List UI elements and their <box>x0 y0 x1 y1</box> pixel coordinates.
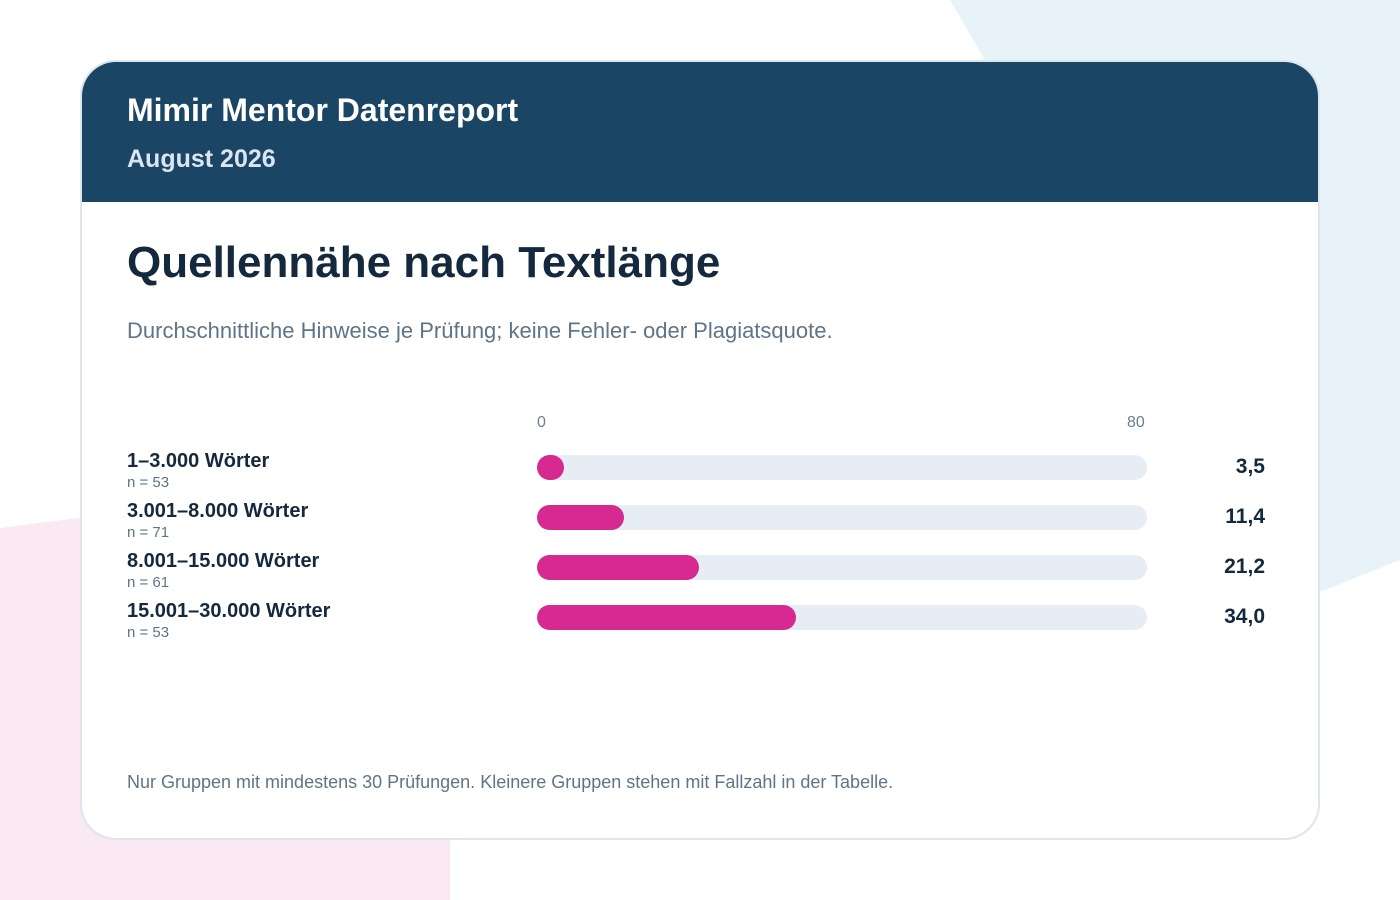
bar-category-label: 15.001–30.000 Wörter <box>127 600 331 622</box>
report-header: Mimir Mentor Datenreport August 2026 <box>82 62 1318 202</box>
bar-value-label: 11,4 <box>1225 505 1265 528</box>
bar-sample-size: n = 61 <box>127 574 170 591</box>
bar-value-label: 34,0 <box>1224 605 1265 628</box>
bar-track <box>537 505 1147 530</box>
bar-category-label: 1–3.000 Wörter <box>127 450 270 472</box>
bar-sample-size: n = 53 <box>127 624 170 641</box>
bar <box>537 455 564 480</box>
bar <box>537 605 797 630</box>
report-card: Mimir Mentor Datenreport August 2026 Que… <box>80 60 1320 840</box>
bar-row: 15.001–30.000 Wörter n = 53 34,0 <box>82 600 1318 654</box>
bar <box>537 505 624 530</box>
axis-min-label: 0 <box>537 414 546 431</box>
bar-row: 1–3.000 Wörter n = 53 3,5 <box>82 450 1318 504</box>
bar-track <box>537 455 1147 480</box>
bar-track <box>537 555 1147 580</box>
bar <box>537 555 699 580</box>
report-title: Mimir Mentor Datenreport <box>127 92 519 128</box>
axis-max-label: 80 <box>1127 414 1145 431</box>
bar-value-label: 3,5 <box>1235 455 1265 478</box>
report-date: August 2026 <box>127 145 276 173</box>
bar-track <box>537 605 1147 630</box>
bar-row: 8.001–15.000 Wörter n = 61 21,2 <box>82 550 1318 604</box>
bar-category-label: 3.001–8.000 Wörter <box>127 500 309 522</box>
bar-category-label: 8.001–15.000 Wörter <box>127 550 320 572</box>
bar-sample-size: n = 53 <box>127 474 170 491</box>
bar-value-label: 21,2 <box>1224 555 1265 578</box>
bar-row: 3.001–8.000 Wörter n = 71 11,4 <box>82 500 1318 554</box>
chart-subtitle: Durchschnittliche Hinweise je Prüfung; k… <box>127 318 833 343</box>
chart-title: Quellennähe nach Textlänge <box>127 238 721 287</box>
bar-sample-size: n = 71 <box>127 524 170 541</box>
footnote: Nur Gruppen mit mindestens 30 Prüfungen.… <box>127 772 894 792</box>
